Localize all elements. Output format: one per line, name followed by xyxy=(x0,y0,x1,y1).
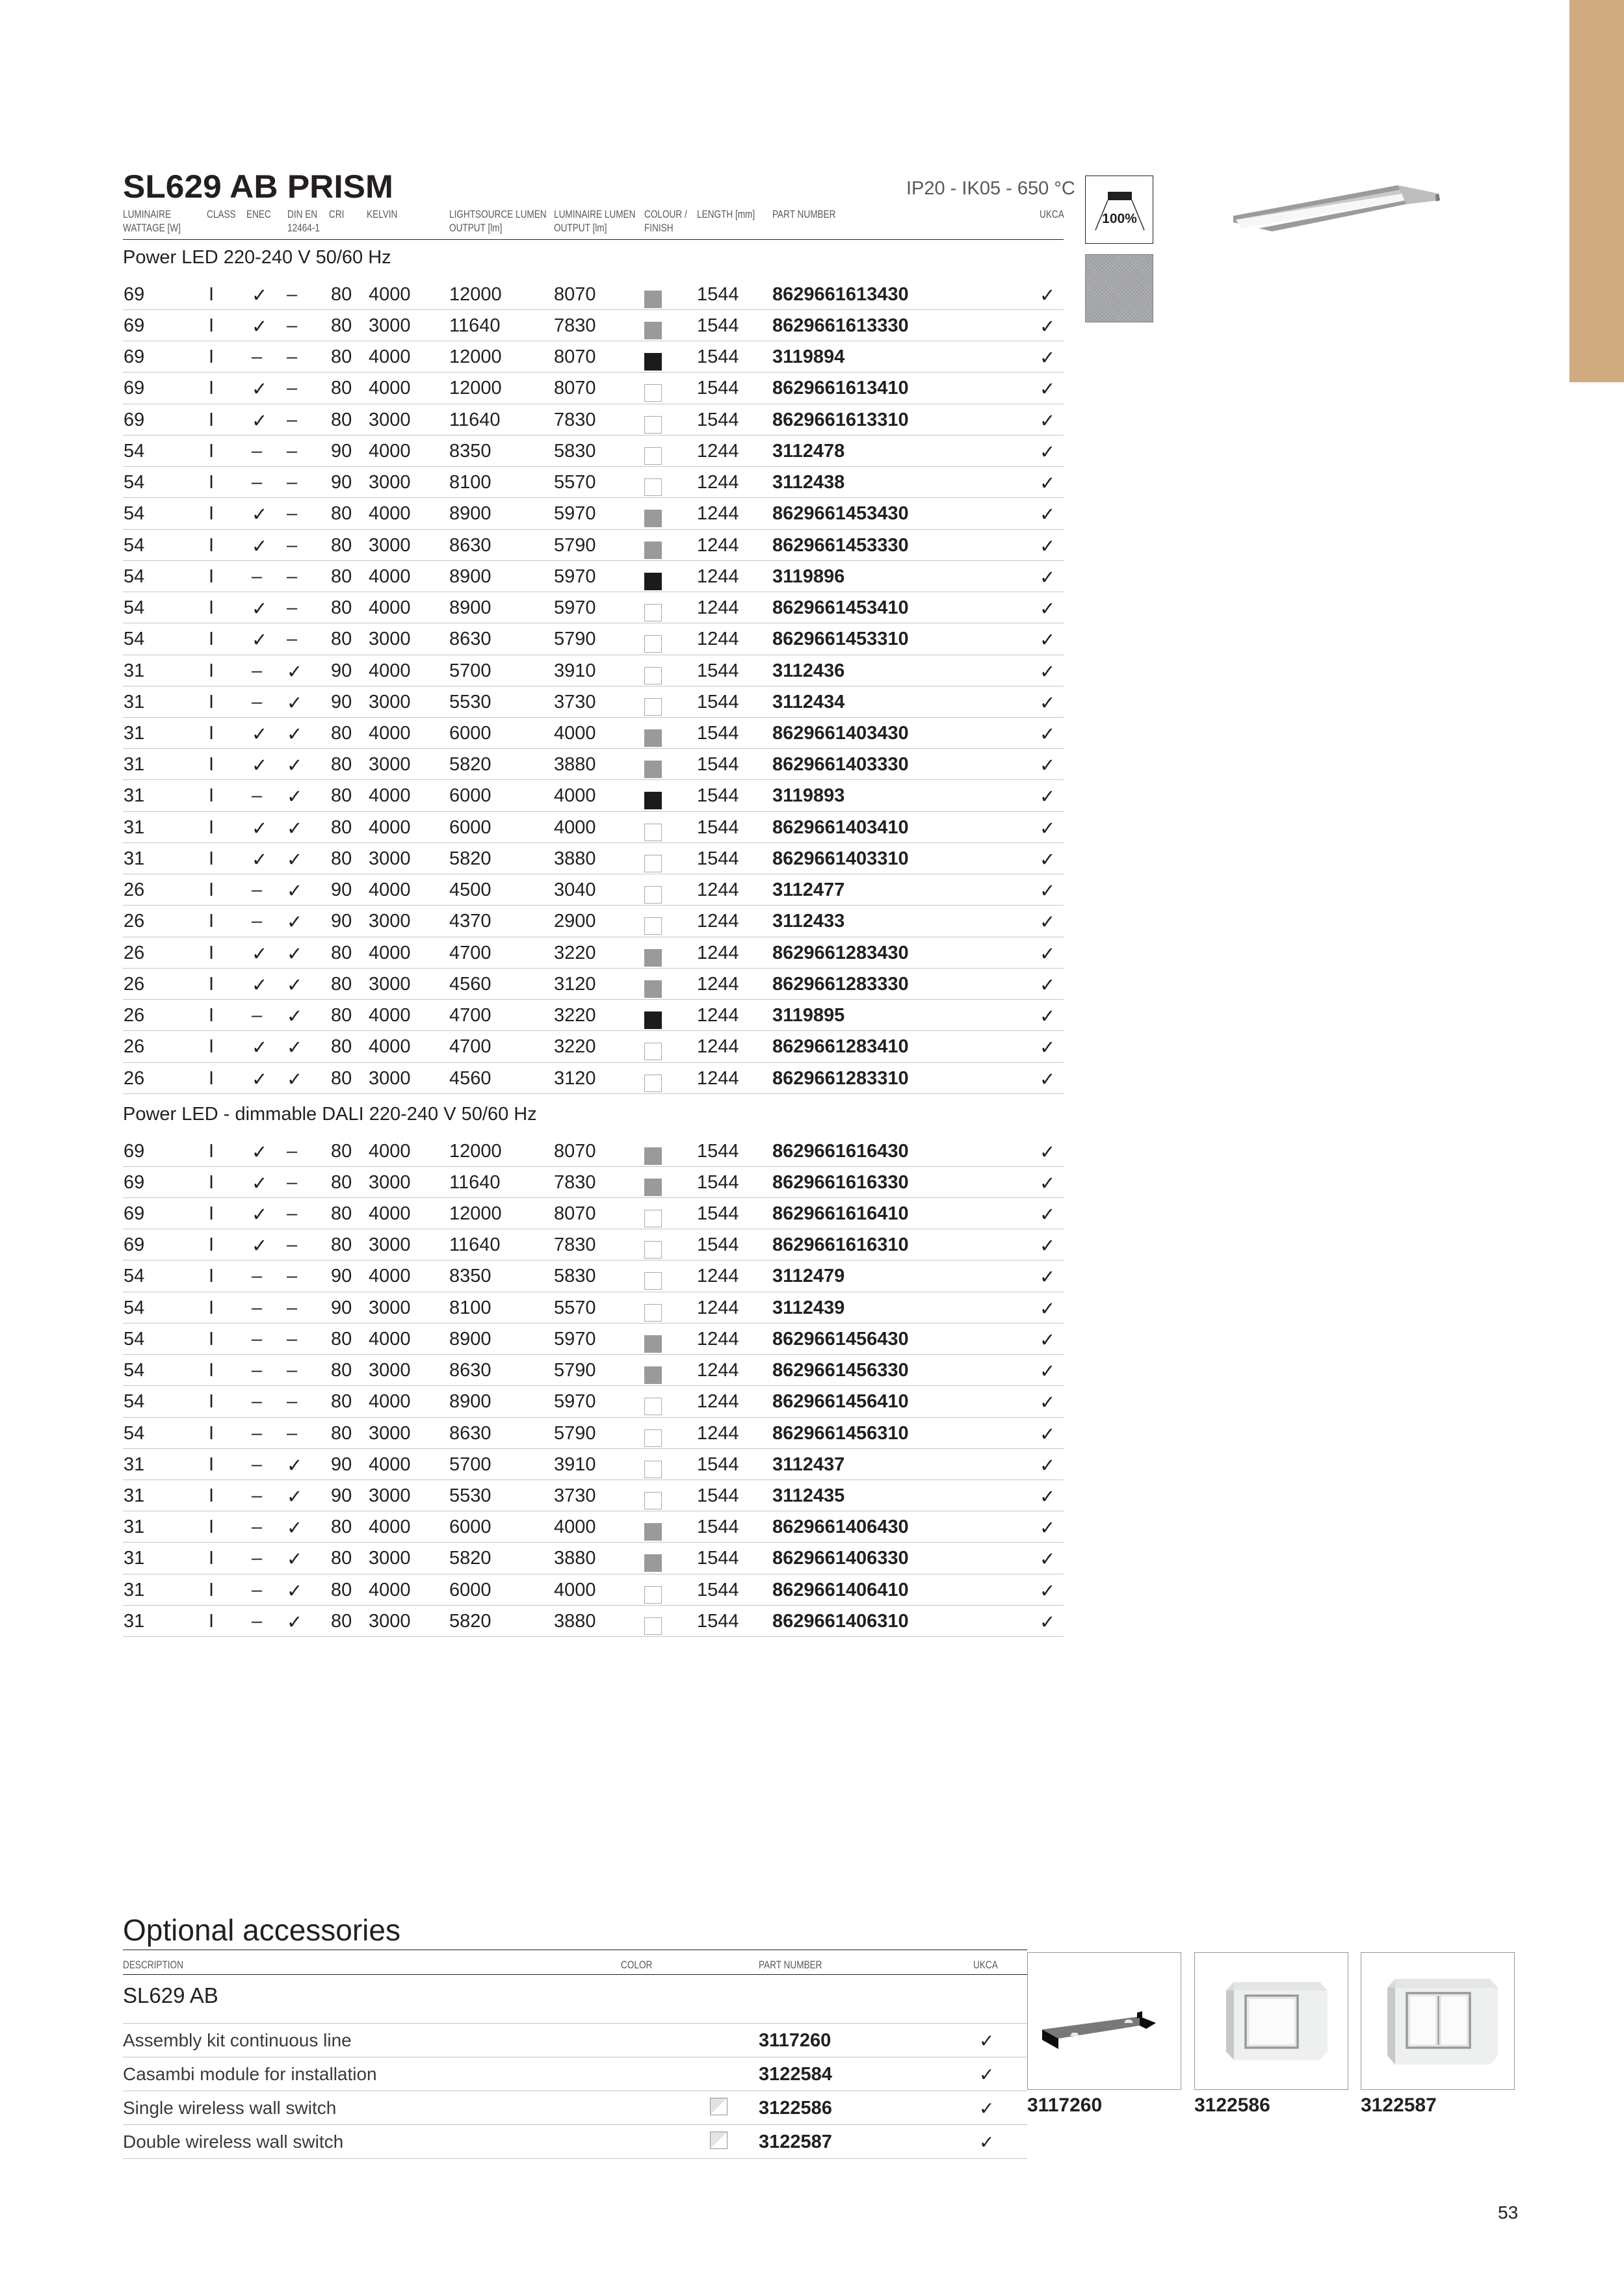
svg-text:100%: 100% xyxy=(1102,211,1137,226)
